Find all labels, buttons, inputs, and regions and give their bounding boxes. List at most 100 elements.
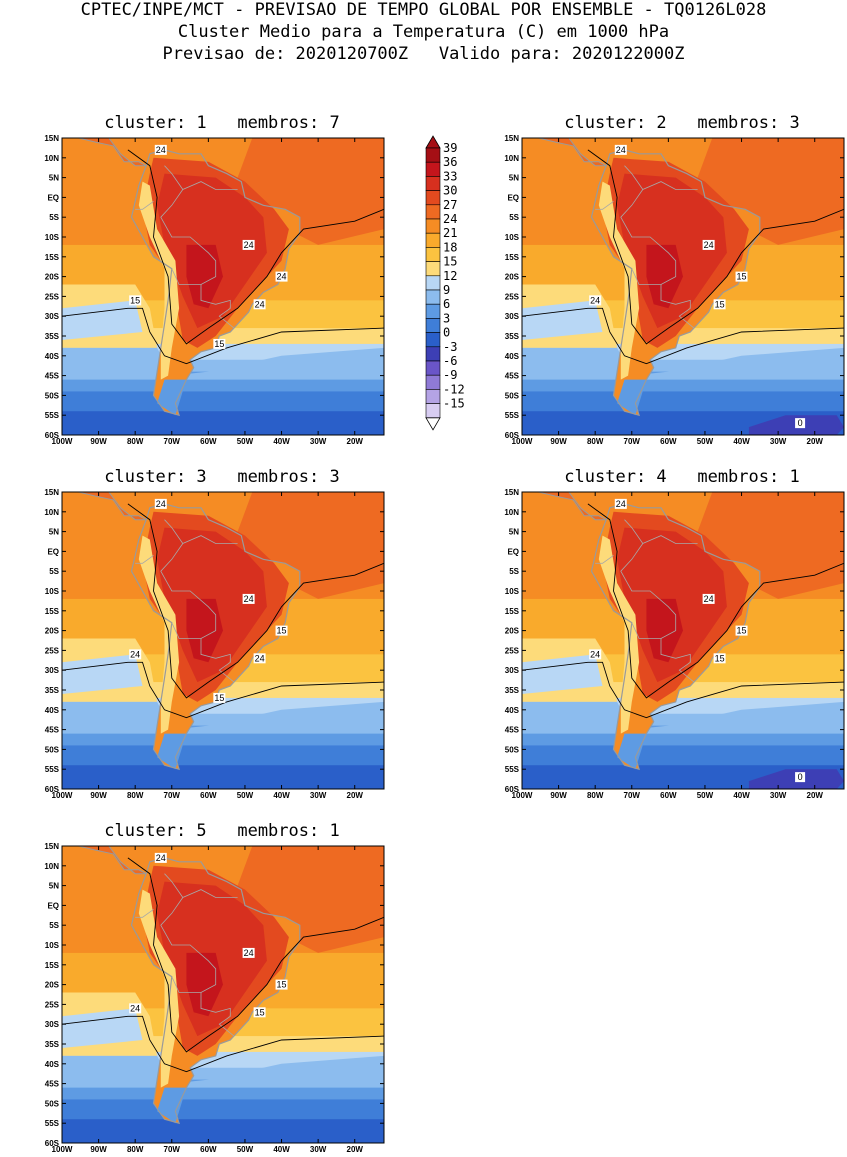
legend-label: 21 xyxy=(443,226,457,240)
legend-swatch xyxy=(425,360,441,376)
lon-label: 40W xyxy=(273,437,290,446)
header-subtitle: Cluster Medio para a Temperatura (C) em … xyxy=(177,22,670,42)
country-border xyxy=(595,201,614,210)
lat-label: 5S xyxy=(49,213,59,222)
coastline xyxy=(590,149,761,417)
patagonia-region xyxy=(157,379,187,416)
lon-label: 100W xyxy=(512,791,533,800)
lon-label: 30W xyxy=(310,437,327,446)
country-border xyxy=(624,519,644,544)
map-panel-4: 24 24 15 24 15 0 15N 10N 5N EQ 5S 10S 15S 20S 25S 30S 35… xyxy=(504,488,845,800)
lat-label: 5S xyxy=(509,213,519,222)
lat-label: 30S xyxy=(45,1020,60,1029)
lon-label: 50W xyxy=(237,1145,254,1154)
contour-label-bg xyxy=(213,338,226,349)
country-border xyxy=(164,519,184,544)
temperature-band xyxy=(522,391,844,412)
cool-pacific-region xyxy=(62,300,143,340)
legend-label: -6 xyxy=(443,354,457,368)
temperature-band xyxy=(62,1119,384,1143)
contour-label-bg xyxy=(702,593,715,604)
contour-label: 15 xyxy=(737,626,747,636)
cool-pacific-region xyxy=(62,654,143,694)
country-border xyxy=(160,535,238,639)
lat-label: 50S xyxy=(45,391,60,400)
lat-label: 15N xyxy=(44,842,59,851)
country-border xyxy=(620,181,698,285)
lon-label: 30W xyxy=(310,791,327,800)
lat-label: 25S xyxy=(505,646,520,655)
lat-label: 5S xyxy=(509,567,519,576)
lat-label: 50S xyxy=(45,745,60,754)
lat-label: 15N xyxy=(504,488,519,497)
legend-label: 27 xyxy=(443,198,457,212)
lon-label: 40W xyxy=(733,791,750,800)
lat-label: 50S xyxy=(45,1099,60,1108)
legend-label: 9 xyxy=(443,283,450,297)
lat-label: 60S xyxy=(45,431,60,440)
country-border xyxy=(624,165,644,190)
contour-label: 24 xyxy=(277,272,287,282)
contour-label-bg xyxy=(735,625,748,636)
contour-label-cold: 0 xyxy=(798,418,803,428)
legend-swatch xyxy=(425,403,441,419)
contour-label: 15 xyxy=(214,693,224,703)
legend-arrow-bottom xyxy=(425,417,441,431)
map-panel-2: 24 24 15 24 15 0 15N 10N 5N EQ 5S 10S 15S 20S 25S 30S 35… xyxy=(504,134,845,446)
contour-label: 24 xyxy=(704,240,714,250)
contour-15 xyxy=(522,661,844,719)
lat-label: 35S xyxy=(505,332,520,341)
country-border xyxy=(200,638,235,683)
contour-label-bg xyxy=(253,1007,266,1018)
country-border xyxy=(164,873,184,898)
lat-label: 30S xyxy=(45,312,60,321)
lon-label: 100W xyxy=(52,791,73,800)
contour-label: 15 xyxy=(277,980,287,990)
map-panel-5: 24 24 15 24 15 15N 10N 5N EQ 5S 10S 15S 20S 25S 30S 35S… xyxy=(44,842,385,1154)
map-panel-3: 24 24 15 24 24 15 15N 10N 5N EQ 5S 10S 15S 20S 25S 30S 3… xyxy=(44,488,385,800)
lat-label: 5N xyxy=(49,882,59,891)
lon-label: 30W xyxy=(310,1145,327,1154)
lon-label: 90W xyxy=(550,437,567,446)
coastline xyxy=(130,503,301,771)
legend-label: 24 xyxy=(443,212,457,226)
lat-label: 55S xyxy=(45,411,60,420)
cool-pacific-region xyxy=(522,654,603,694)
lat-label: 20S xyxy=(45,981,60,990)
legend-swatch xyxy=(425,161,441,177)
lat-label: 40S xyxy=(45,352,60,361)
map-frame xyxy=(521,137,845,436)
temperature-band xyxy=(62,411,384,435)
patagonia-region xyxy=(617,379,647,416)
legend-swatch xyxy=(425,232,441,248)
lat-label: 5N xyxy=(49,528,59,537)
lon-label: 70W xyxy=(624,791,641,800)
lon-label: 40W xyxy=(273,1145,290,1154)
coastline xyxy=(76,846,147,875)
lat-label: 5N xyxy=(509,528,519,537)
legend-label: -9 xyxy=(443,368,457,382)
legend-label: 30 xyxy=(443,184,457,198)
contour-label-bg xyxy=(154,852,167,863)
contour-label-cold: 0 xyxy=(798,772,803,782)
lat-label: 15S xyxy=(505,253,520,262)
contour-label-bg xyxy=(589,649,602,660)
lon-label: 60W xyxy=(200,1145,217,1154)
contour-label-bg xyxy=(242,593,255,604)
map-frame xyxy=(61,137,385,436)
lat-label: 20S xyxy=(505,627,520,636)
lat-label: 10S xyxy=(45,587,60,596)
legend-label: -3 xyxy=(443,340,457,354)
legend-label: 36 xyxy=(443,155,457,169)
country-border xyxy=(135,909,154,918)
contour-label: 24 xyxy=(244,948,254,958)
temperature-band xyxy=(62,745,384,766)
cold-ocean-region xyxy=(522,701,844,734)
lon-label: 60W xyxy=(200,791,217,800)
patagonia-region xyxy=(617,733,647,770)
contour-label-bg xyxy=(154,498,167,509)
lon-label: 90W xyxy=(550,791,567,800)
lat-label: 30S xyxy=(505,666,520,675)
lon-label: 70W xyxy=(164,791,181,800)
lon-label: 100W xyxy=(512,437,533,446)
